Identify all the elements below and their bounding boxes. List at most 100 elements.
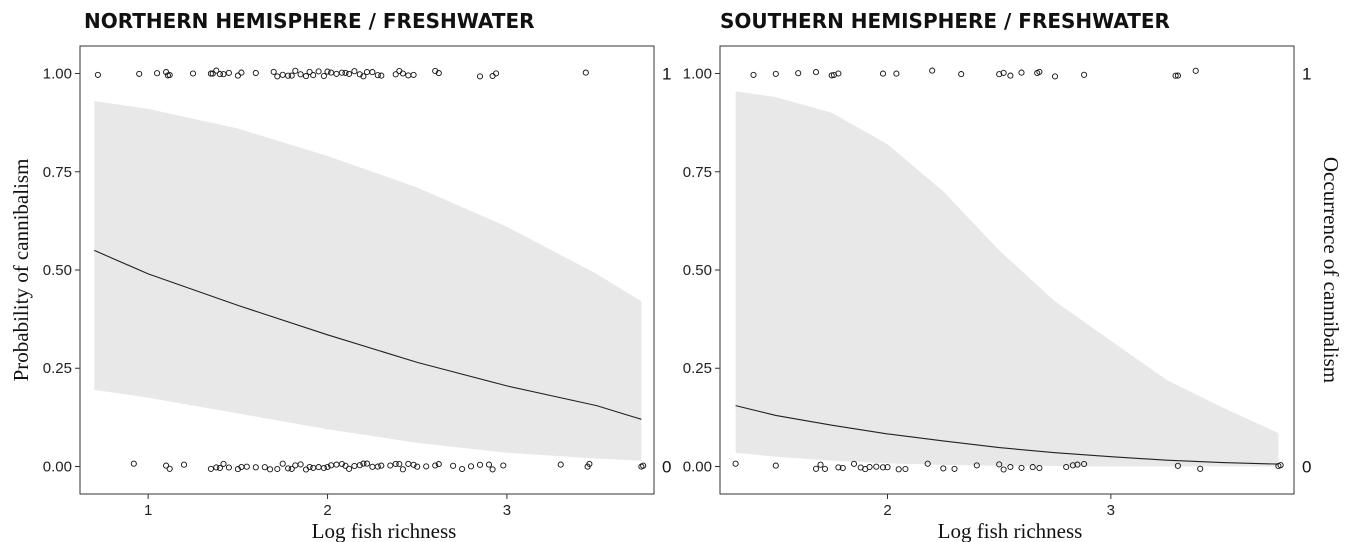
ci-band-southern: [735, 91, 1279, 467]
point-occurrence-0: [306, 463, 313, 471]
secondary-y-axis-label-southern: Occurrence of cannibalism: [1319, 157, 1343, 383]
point-occurrence-0: [399, 466, 406, 473]
point-occurrence-1: [225, 69, 232, 76]
point-occurrence-0: [924, 460, 931, 467]
point-occurrence-0: [866, 463, 873, 471]
point-occurrence-1: [288, 72, 295, 79]
point-occurrence-0: [333, 461, 340, 468]
y-tick-label: 1.00: [43, 66, 72, 83]
point-occurrence-1: [772, 70, 779, 77]
point-occurrence-0: [180, 461, 188, 468]
point-occurrence-1: [410, 71, 417, 78]
point-occurrence-0: [351, 462, 358, 470]
point-occurrence-0: [378, 462, 385, 469]
fitted-curve: [94, 249, 642, 420]
point-occurrence-1: [154, 70, 161, 77]
point-occurrence-0: [640, 462, 647, 469]
point-occurrence-0: [1069, 462, 1076, 469]
point-occurrence-0: [850, 460, 858, 467]
y-axis-ticks-northern: 0.00 0.25 0.50 0.75 1.00: [43, 66, 80, 475]
point-occurrence-1: [893, 70, 900, 77]
point-occurrence-0: [873, 463, 880, 470]
point-occurrence-0: [476, 461, 484, 468]
point-occurrence-0: [279, 460, 286, 467]
point-occurrence-1: [582, 69, 589, 76]
point-occurrence-1: [399, 70, 406, 77]
point-occurrence-1: [333, 70, 340, 77]
y-axis-label-northern: Probability of cannibalism: [9, 159, 33, 382]
point-occurrence-0: [252, 464, 259, 471]
point-occurrence-0: [414, 463, 421, 470]
point-occurrence-0: [1074, 461, 1081, 468]
point-occurrence-0: [220, 460, 227, 467]
y-tick-label: 0.75: [43, 164, 72, 181]
point-occurrence-1: [795, 70, 802, 77]
point-occurrence-0: [821, 465, 829, 472]
x-axis-ticks-northern: 1 2 3: [144, 494, 511, 519]
point-occurrence-0: [940, 465, 947, 472]
y-axis-ticks-southern: 0.00 0.25 0.50 0.75 1.00: [683, 66, 720, 475]
y-tick-label: 0.75: [683, 164, 712, 181]
point-occurrence-1: [378, 72, 385, 79]
point-occurrence-0: [485, 461, 493, 468]
point-occurrence-0: [1197, 465, 1204, 472]
point-occurrence-0: [342, 462, 349, 469]
point-occurrence-1: [310, 72, 317, 79]
point-occurrence-1: [835, 70, 842, 77]
secondary-axis-ticks-southern: 01: [1302, 65, 1311, 477]
x-tick-label: 1: [144, 502, 152, 519]
point-occurrence-0: [435, 461, 442, 468]
point-occurrence-1: [435, 70, 442, 77]
point-occurrence-1: [320, 72, 327, 80]
point-occurrence-1: [1007, 72, 1014, 79]
y-tick-label: 0.50: [683, 262, 712, 279]
point-occurrence-1: [1174, 72, 1181, 79]
point-occurrence-0: [1063, 463, 1070, 471]
x-tick-label: 2: [883, 502, 891, 519]
point-occurrence-0: [396, 460, 403, 468]
point-occurrence-1: [346, 70, 353, 77]
point-occurrence-1: [274, 73, 281, 80]
secondary-y-tick-label: 0: [662, 457, 671, 476]
point-occurrence-0: [996, 461, 1003, 468]
point-occurrence-0: [1277, 462, 1284, 469]
point-occurrence-0: [356, 462, 363, 469]
point-occurrence-0: [1029, 464, 1036, 471]
point-occurrence-0: [320, 464, 327, 472]
southern-panel: SOUTHERN HEMISPHERE / FRESHWATER 0.00 0.2…: [683, 9, 1343, 542]
point-occurrence-1: [476, 73, 484, 80]
point-occurrence-0: [207, 465, 214, 472]
point-occurrence-1: [324, 68, 331, 75]
point-occurrence-0: [1081, 460, 1088, 468]
point-occurrence-0: [315, 464, 322, 471]
point-occurrence-0: [1036, 464, 1043, 472]
point-occurrence-0: [405, 460, 412, 467]
point-occurrence-1: [213, 67, 220, 74]
point-occurrence-0: [324, 463, 331, 471]
point-occurrence-1: [405, 72, 412, 79]
y-tick-label: 0.00: [683, 458, 712, 475]
point-occurrence-0: [432, 462, 439, 469]
point-occurrence-1: [1000, 69, 1007, 76]
northern-panel: NORTHERN HEMISPHERE / FRESHWATER 0.00 0.2…: [9, 9, 671, 542]
point-occurrence-1: [1051, 73, 1059, 80]
point-occurrence-0: [292, 462, 299, 469]
point-occurrence-0: [772, 462, 779, 469]
chart-title-southern: SOUTHERN HEMISPHERE / FRESHWATER: [720, 9, 1170, 33]
point-occurrence-0: [369, 463, 376, 470]
point-occurrence-0: [902, 465, 909, 473]
point-occurrence-0: [163, 462, 170, 469]
point-occurrence-1: [1018, 69, 1025, 76]
point-occurrence-0: [839, 464, 846, 472]
observations-northern: [94, 67, 647, 473]
chart-title-northern: NORTHERN HEMISPHERE / FRESHWATER: [84, 9, 535, 33]
point-occurrence-1: [234, 72, 241, 79]
point-occurrence-0: [274, 465, 281, 473]
fit-line-northern: [94, 249, 642, 420]
point-occurrence-0: [1007, 463, 1014, 471]
point-occurrence-1: [136, 70, 143, 77]
point-occurrence-0: [338, 460, 345, 468]
point-occurrence-1: [750, 71, 757, 78]
observations-southern: [732, 67, 1284, 473]
